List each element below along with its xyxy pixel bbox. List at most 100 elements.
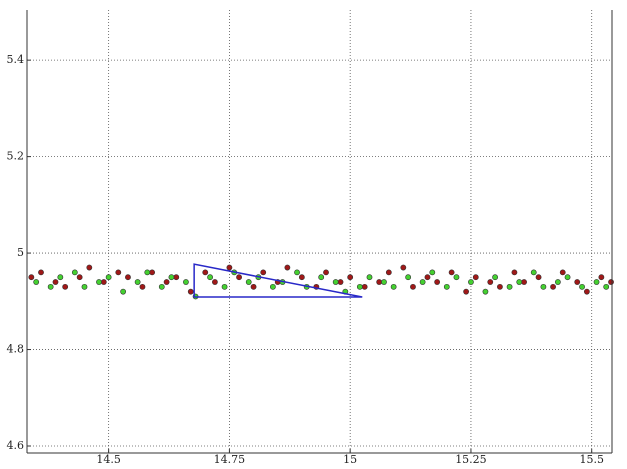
point	[212, 279, 218, 285]
point	[521, 279, 527, 285]
point	[245, 279, 252, 285]
point	[564, 274, 571, 281]
point	[163, 279, 170, 285]
x-tick-label: 15.5	[579, 453, 604, 466]
point	[76, 274, 83, 281]
point	[221, 283, 228, 290]
x-tick-label: 15	[343, 453, 357, 466]
point	[33, 279, 40, 285]
point	[139, 283, 146, 290]
point	[105, 274, 112, 281]
point	[236, 274, 242, 281]
y-tick-label: 5.4	[7, 53, 25, 66]
point	[530, 269, 537, 276]
x-tick-label: 15.25	[455, 453, 487, 466]
point	[492, 274, 498, 281]
point	[482, 288, 489, 295]
point	[120, 288, 127, 295]
x-tick-label: 14.75	[214, 453, 246, 466]
point	[453, 274, 460, 281]
point	[448, 269, 455, 276]
point	[52, 279, 59, 285]
point	[47, 283, 54, 290]
point	[62, 283, 69, 290]
point	[361, 283, 368, 290]
point	[96, 279, 102, 285]
point	[390, 283, 397, 290]
point	[250, 283, 257, 290]
point	[71, 269, 78, 276]
point	[187, 288, 194, 295]
point	[298, 274, 305, 281]
point	[347, 274, 354, 281]
point	[405, 274, 412, 281]
point	[57, 274, 64, 281]
point	[443, 283, 450, 290]
point	[202, 269, 209, 276]
point	[463, 288, 470, 295]
y-tick-label: 4.6	[7, 439, 25, 452]
point	[294, 269, 300, 276]
point	[183, 279, 189, 285]
triangle	[193, 263, 363, 298]
point	[332, 279, 339, 285]
point	[497, 283, 503, 290]
points	[28, 264, 614, 300]
point	[535, 274, 542, 281]
point	[400, 264, 407, 271]
point	[574, 279, 581, 285]
point	[158, 283, 165, 290]
point	[554, 279, 561, 285]
grid	[27, 10, 612, 453]
point	[86, 264, 93, 271]
point	[410, 283, 416, 290]
point	[434, 279, 441, 285]
point	[593, 279, 600, 285]
point	[366, 274, 373, 281]
y-tick-label: 5	[17, 246, 24, 259]
point	[598, 274, 605, 281]
point	[468, 279, 474, 285]
x-tick-label: 14.5	[96, 453, 121, 466]
point	[424, 274, 431, 281]
point	[550, 283, 556, 290]
point	[559, 269, 566, 276]
point	[144, 269, 151, 276]
point	[168, 274, 175, 281]
point	[134, 279, 141, 285]
point	[506, 283, 513, 290]
point	[226, 264, 233, 271]
point	[149, 269, 156, 276]
point	[356, 283, 363, 290]
point	[318, 274, 325, 281]
point	[419, 279, 426, 285]
point	[337, 279, 344, 285]
point	[511, 269, 518, 276]
point	[540, 283, 547, 290]
point	[608, 279, 614, 285]
point	[173, 274, 180, 281]
point	[207, 274, 213, 281]
point	[487, 279, 494, 285]
point	[125, 274, 131, 281]
point	[579, 283, 585, 290]
point	[429, 269, 436, 276]
point	[260, 269, 267, 276]
point	[603, 283, 610, 290]
point	[323, 269, 329, 276]
point	[38, 269, 44, 276]
point	[28, 274, 35, 281]
point	[284, 264, 291, 271]
y-tick-label: 5.2	[7, 150, 25, 163]
point	[516, 279, 523, 285]
point	[381, 279, 387, 285]
point	[385, 269, 392, 276]
point	[100, 279, 107, 285]
point	[115, 269, 122, 276]
point	[376, 279, 383, 285]
point	[472, 274, 479, 281]
y-tick-label: 4.8	[7, 343, 25, 356]
point	[81, 283, 88, 290]
point	[583, 288, 590, 295]
